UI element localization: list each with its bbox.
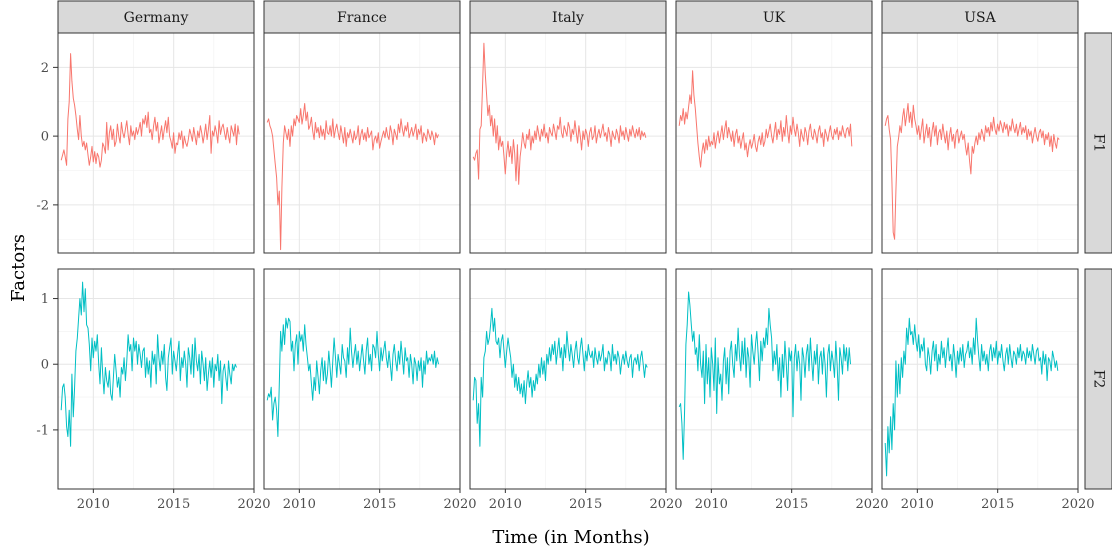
panel-background (470, 269, 666, 489)
x-tick-label: 2015 (981, 497, 1014, 512)
facet-label: USA (964, 10, 996, 26)
series-line-usa-f1 (884, 103, 1060, 240)
facet-label: Italy (552, 10, 584, 26)
series-line-germany-f1 (60, 53, 240, 168)
panel-border (57, 268, 255, 490)
facet-label: Germany (124, 10, 189, 26)
series-line-italy-f2 (472, 307, 648, 447)
series-line-uk-f1 (678, 70, 853, 168)
x-tick-label: 2020 (855, 497, 888, 512)
panel-background (58, 33, 254, 253)
series-line-uk-f2 (678, 291, 851, 460)
series-line-germany-f2 (60, 281, 237, 447)
x-axis-title: Time (in Months) (492, 527, 649, 548)
facet-row-label: F2 (1091, 370, 1107, 389)
panel-border (57, 32, 255, 254)
panel-background (264, 33, 460, 253)
y-tick-label: 2 (41, 61, 49, 76)
panel-background (882, 33, 1078, 253)
panel-border (469, 268, 667, 490)
facet-strip-italy (469, 0, 667, 34)
facet-strip-uk (675, 0, 873, 34)
facet-strip-f2 (1084, 268, 1112, 490)
panel-border (675, 268, 873, 490)
facet-strip-f1 (1084, 32, 1112, 254)
x-tick-label: 2015 (775, 497, 808, 512)
x-tick-label: 2015 (363, 497, 396, 512)
x-tick-label: 2020 (649, 497, 682, 512)
series-line-italy-f1 (472, 42, 647, 185)
panel-border (263, 32, 461, 254)
x-tick-label: 2010 (695, 497, 728, 512)
facet-label: France (337, 10, 387, 26)
facet-strip-france (263, 0, 461, 34)
panel-border (675, 32, 873, 254)
y-tick-label: -2 (36, 198, 49, 213)
series-line-usa-f2 (884, 317, 1059, 477)
panel-background (676, 33, 872, 253)
y-tick-label: 0 (41, 130, 49, 145)
x-tick-label: 2010 (901, 497, 934, 512)
facet-label: UK (763, 10, 786, 26)
facet-strip-usa (881, 0, 1079, 34)
series-line-france-f2 (266, 317, 439, 437)
x-tick-label: 2020 (237, 497, 270, 512)
series-line-france-f1 (266, 103, 439, 251)
panel-border (881, 268, 1079, 490)
x-tick-label: 2010 (489, 497, 522, 512)
panel-background (882, 269, 1078, 489)
y-tick-label: 0 (41, 358, 49, 373)
x-tick-label: 2015 (157, 497, 190, 512)
y-axis-title: Factors (8, 234, 29, 302)
y-tick-label: -1 (36, 423, 49, 438)
panel-border (881, 32, 1079, 254)
panel-background (264, 269, 460, 489)
x-tick-label: 2020 (443, 497, 476, 512)
panel-border (263, 268, 461, 490)
x-tick-label: 2020 (1061, 497, 1094, 512)
x-tick-label: 2015 (569, 497, 602, 512)
x-tick-label: 2010 (283, 497, 316, 512)
panel-border (469, 32, 667, 254)
y-tick-label: 1 (41, 292, 49, 307)
x-tick-label: 2010 (77, 497, 110, 512)
facet-row-label: F1 (1091, 134, 1107, 153)
